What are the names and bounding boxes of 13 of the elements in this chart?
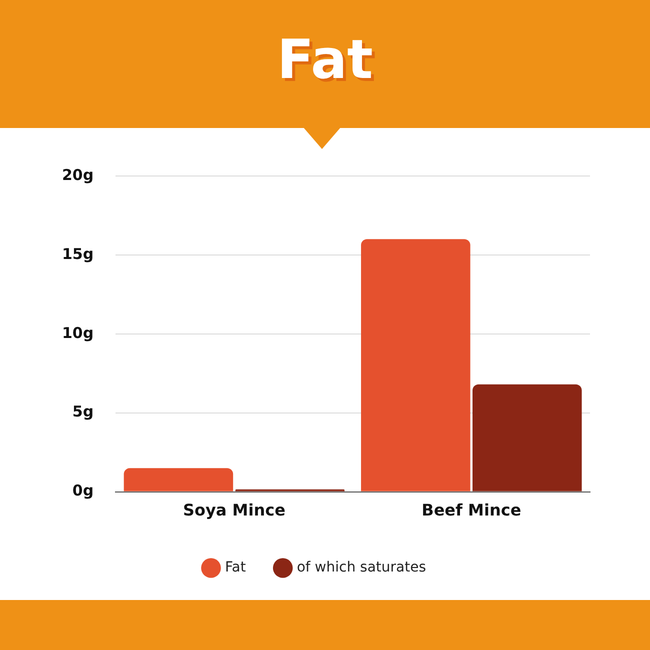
bar — [361, 239, 470, 492]
y-tick-label: 15g — [62, 244, 94, 263]
bar — [472, 384, 582, 492]
x-tick-label: Soya Mince — [182, 500, 286, 520]
legend-label: Fat — [225, 560, 246, 576]
chart-title: Fat — [276, 28, 374, 91]
x-tick-label: Beef Mince — [422, 500, 522, 520]
y-tick-label: 5g — [72, 402, 94, 421]
bar — [124, 468, 234, 492]
y-tick-label: 10g — [62, 324, 94, 342]
y-tick-label: 20g — [62, 166, 94, 184]
legend-label: of which saturates — [296, 560, 426, 576]
y-tick-label: 0g — [72, 482, 94, 500]
